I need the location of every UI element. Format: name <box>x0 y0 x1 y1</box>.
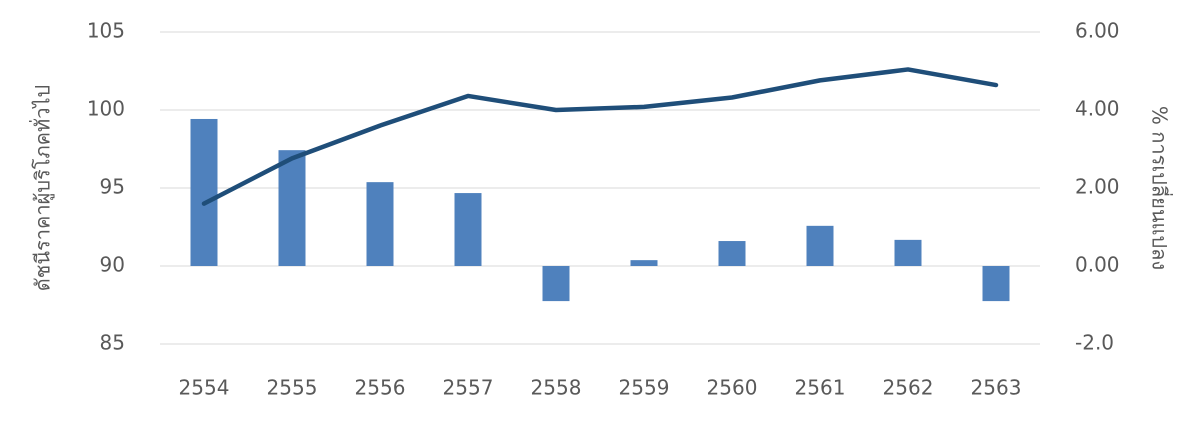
x-tick-label: 2558 <box>531 376 582 400</box>
bar <box>718 241 746 266</box>
line <box>201 67 999 206</box>
y-tick-label: 95 <box>100 175 125 199</box>
bar <box>366 182 394 266</box>
bar <box>982 266 1010 302</box>
bar <box>542 266 570 302</box>
bar <box>894 239 922 266</box>
bar <box>454 193 482 266</box>
y2-tick-label: 0.00 <box>1075 253 1120 277</box>
x-tick-label: 2557 <box>443 376 494 400</box>
x-tick-label: 2563 <box>971 376 1022 400</box>
y2-tick-label: 2.00 <box>1075 175 1120 199</box>
x-tick-label: 2562 <box>883 376 934 400</box>
x-tick-label: 2555 <box>267 376 318 400</box>
y2-axis-label: % การเปลี่ยนแปลง <box>1148 106 1174 270</box>
y-tick-label: 85 <box>100 331 125 355</box>
x-tick-label: 2559 <box>619 376 670 400</box>
y2-tick-label: -2.0 <box>1075 331 1114 355</box>
bar <box>806 225 834 266</box>
y-tick-label: 100 <box>87 97 125 121</box>
bar <box>630 260 658 266</box>
x-tick-label: 2561 <box>795 376 846 400</box>
bar <box>190 118 218 266</box>
y-tick-label: 90 <box>100 253 125 277</box>
x-tick-label: 2554 <box>179 376 230 400</box>
y-axis-label: ดัชนีราคาผู้บริโภคทั่วไป <box>29 85 56 291</box>
bar <box>278 150 306 266</box>
y2-tick-label: 4.00 <box>1075 97 1120 121</box>
x-tick-label: 2560 <box>707 376 758 400</box>
x-tick-label: 2556 <box>355 376 406 400</box>
y-tick-label: 105 <box>87 19 125 43</box>
y2-tick-label: 6.00 <box>1075 19 1120 43</box>
